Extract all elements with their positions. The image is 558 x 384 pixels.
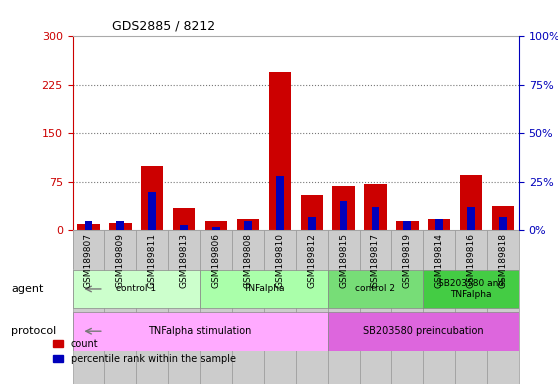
Legend: count, percentile rank within the sample: count, percentile rank within the sample: [50, 335, 240, 368]
Bar: [308, 217, 316, 230]
FancyBboxPatch shape: [328, 231, 359, 384]
Text: SB203580 and
TNFalpha: SB203580 and TNFalpha: [438, 279, 504, 299]
Text: control 2: control 2: [355, 285, 396, 293]
Bar: [364, 184, 387, 230]
FancyBboxPatch shape: [328, 312, 519, 351]
FancyBboxPatch shape: [359, 231, 391, 384]
Text: GDS2885 / 8212: GDS2885 / 8212: [112, 20, 215, 33]
FancyBboxPatch shape: [296, 230, 328, 269]
FancyBboxPatch shape: [136, 231, 168, 384]
Text: GSM189811: GSM189811: [148, 233, 157, 288]
Bar: [428, 219, 450, 230]
Bar: [117, 221, 124, 230]
Bar: [212, 227, 220, 230]
Text: TNFalpha stimulation: TNFalpha stimulation: [148, 326, 252, 336]
Bar: [340, 201, 348, 230]
Bar: [499, 217, 507, 230]
FancyBboxPatch shape: [424, 231, 455, 384]
Bar: [467, 207, 475, 230]
FancyBboxPatch shape: [200, 231, 232, 384]
Bar: [205, 221, 227, 230]
FancyBboxPatch shape: [200, 230, 232, 269]
Bar: [372, 207, 379, 230]
FancyBboxPatch shape: [73, 230, 104, 269]
Bar: [492, 207, 514, 230]
FancyBboxPatch shape: [328, 270, 424, 308]
Text: GSM189809: GSM189809: [116, 233, 125, 288]
FancyBboxPatch shape: [487, 231, 519, 384]
Text: GSM189813: GSM189813: [180, 233, 189, 288]
Text: GSM189812: GSM189812: [307, 233, 316, 288]
FancyBboxPatch shape: [232, 230, 264, 269]
Bar: [78, 224, 100, 230]
Text: agent: agent: [11, 284, 44, 294]
Text: GSM189816: GSM189816: [466, 233, 475, 288]
FancyBboxPatch shape: [359, 230, 391, 269]
Bar: [180, 225, 188, 230]
FancyBboxPatch shape: [487, 230, 519, 269]
Bar: [173, 208, 195, 230]
FancyBboxPatch shape: [296, 231, 328, 384]
Bar: [237, 219, 259, 230]
FancyBboxPatch shape: [455, 230, 487, 269]
Text: GSM189814: GSM189814: [435, 233, 444, 288]
Bar: [301, 195, 323, 230]
FancyBboxPatch shape: [391, 231, 424, 384]
Text: GSM189807: GSM189807: [84, 233, 93, 288]
Text: GSM189810: GSM189810: [275, 233, 284, 288]
FancyBboxPatch shape: [424, 230, 455, 269]
Bar: [396, 221, 418, 230]
FancyBboxPatch shape: [168, 230, 200, 269]
FancyBboxPatch shape: [73, 231, 104, 384]
Text: GSM189815: GSM189815: [339, 233, 348, 288]
Bar: [141, 166, 163, 230]
Text: GSM189819: GSM189819: [403, 233, 412, 288]
FancyBboxPatch shape: [200, 270, 328, 308]
FancyBboxPatch shape: [455, 231, 487, 384]
FancyBboxPatch shape: [264, 231, 296, 384]
Bar: [148, 192, 156, 230]
Bar: [333, 187, 355, 230]
FancyBboxPatch shape: [168, 231, 200, 384]
Bar: [403, 221, 411, 230]
Bar: [460, 175, 482, 230]
FancyBboxPatch shape: [104, 230, 136, 269]
Text: control 1: control 1: [116, 285, 156, 293]
FancyBboxPatch shape: [424, 270, 519, 308]
FancyBboxPatch shape: [104, 231, 136, 384]
Text: SB203580 preincubation: SB203580 preincubation: [363, 326, 484, 336]
FancyBboxPatch shape: [73, 270, 200, 308]
FancyBboxPatch shape: [328, 230, 359, 269]
Bar: [85, 221, 93, 230]
Text: GSM189806: GSM189806: [211, 233, 220, 288]
FancyBboxPatch shape: [73, 312, 328, 351]
FancyBboxPatch shape: [136, 230, 168, 269]
Bar: [244, 221, 252, 230]
Text: GSM189808: GSM189808: [243, 233, 252, 288]
FancyBboxPatch shape: [264, 230, 296, 269]
FancyBboxPatch shape: [232, 231, 264, 384]
Bar: [435, 219, 443, 230]
Bar: [109, 223, 132, 230]
Text: protocol: protocol: [11, 326, 56, 336]
FancyBboxPatch shape: [391, 230, 424, 269]
Text: GSM189817: GSM189817: [371, 233, 380, 288]
Text: GSM189818: GSM189818: [498, 233, 507, 288]
Bar: [268, 72, 291, 230]
Bar: [276, 176, 283, 230]
Text: TNFalpha: TNFalpha: [243, 285, 285, 293]
